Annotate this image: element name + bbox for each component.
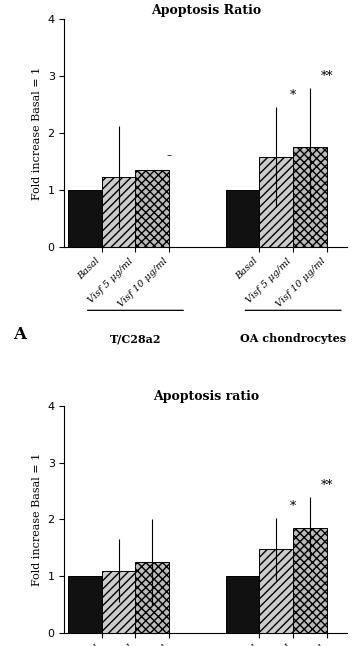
Bar [102, 570, 135, 633]
Bar [260, 549, 293, 633]
Text: -: - [167, 149, 172, 163]
Bar [135, 562, 169, 633]
Text: A: A [14, 326, 26, 343]
Y-axis label: Fold increase Basal = 1: Fold increase Basal = 1 [32, 453, 42, 586]
Y-axis label: Fold increase Basal = 1: Fold increase Basal = 1 [32, 67, 42, 200]
Bar [68, 576, 102, 633]
Bar [293, 147, 327, 247]
Text: OA chondrocytes: OA chondrocytes [240, 333, 346, 344]
Title: Apoptosis Ratio: Apoptosis Ratio [151, 4, 261, 17]
Bar [293, 528, 327, 633]
Bar [102, 178, 135, 247]
Text: *: * [290, 89, 296, 102]
Bar [226, 190, 260, 247]
Text: **: ** [321, 479, 333, 492]
Text: T/C28a2: T/C28a2 [110, 333, 161, 344]
Title: Apoptosis ratio: Apoptosis ratio [153, 390, 259, 403]
Bar [68, 190, 102, 247]
Bar [260, 157, 293, 247]
Bar [135, 170, 169, 247]
Text: **: ** [321, 70, 333, 83]
Text: *: * [290, 500, 296, 513]
Bar [226, 576, 260, 633]
